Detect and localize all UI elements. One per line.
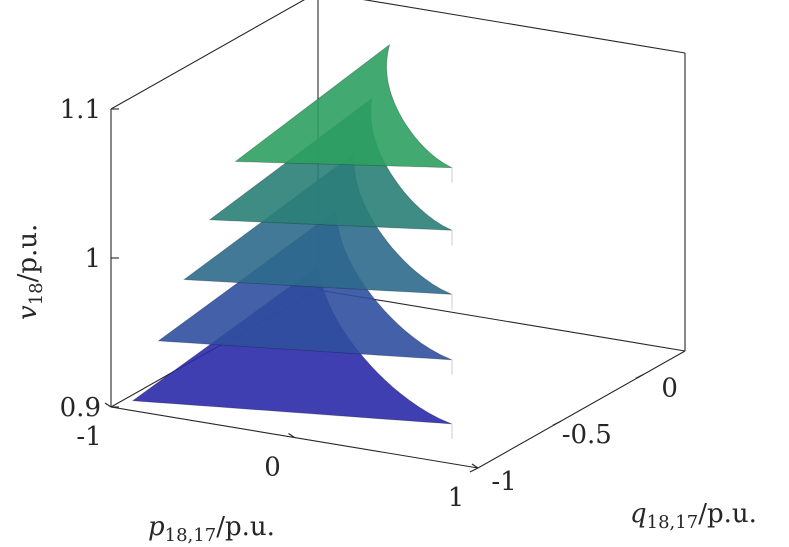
y-tick-mark: [552, 420, 562, 426]
tick-labels: 0.9 1 1.1 -1 0 1 -1 -0.5 0: [60, 95, 678, 513]
surfaces: [131, 43, 453, 439]
y-tick-label: -1: [491, 467, 516, 497]
z-tick-label: 1: [84, 244, 101, 274]
box-edge: [362, 0, 686, 54]
x-tick-label: 0: [264, 453, 281, 483]
x-tick-label: -1: [76, 422, 101, 452]
x-tick-mark: [471, 463, 479, 469]
box-edge: [110, 0, 305, 110]
surface-level-5: [234, 43, 453, 183]
z-axis-label: v18/p.u.: [13, 224, 47, 320]
z-tick-label: 1.1: [60, 95, 101, 125]
x-tick-mark: [288, 433, 295, 438]
y-tick-mark: [469, 467, 479, 473]
box-edge: [317, 289, 686, 352]
y-tick-label: 0: [661, 373, 678, 403]
x-axis-label: p18,17/p.u.: [148, 512, 275, 546]
axes-box-front: [104, 108, 686, 473]
y-axis-line: [477, 350, 686, 469]
x-tick-mark: [104, 402, 112, 408]
x-tick-label: 1: [448, 483, 465, 513]
y-tick-mark: [635, 373, 644, 379]
y-axis-label: q18,17/p.u.: [630, 499, 757, 533]
y-tick-label: -0.5: [562, 420, 612, 450]
z-tick-label: 0.9: [60, 393, 101, 423]
